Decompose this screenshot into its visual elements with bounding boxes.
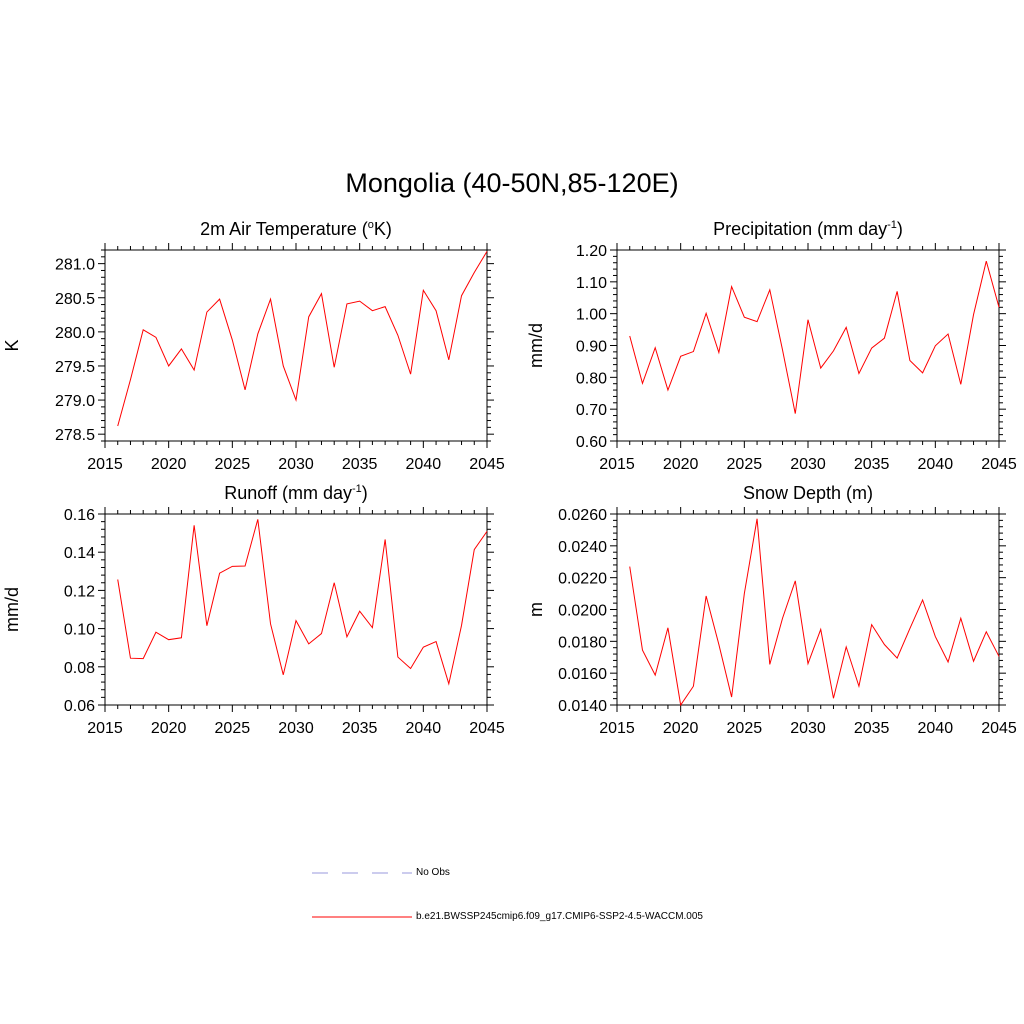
x-tick-label: 2040 <box>406 456 442 473</box>
y-tick-label: 0.0180 <box>558 634 607 651</box>
x-tick-label: 2015 <box>87 720 123 737</box>
series-line <box>629 261 1000 414</box>
panel-title-text: Snow Depth (m) <box>742 483 874 503</box>
y-tick-label: 1.00 <box>576 307 607 324</box>
x-tick-label: 2025 <box>215 456 251 473</box>
figure-title: Mongolia (40-50N,85-120E) <box>345 168 679 198</box>
x-tick-label: 2045 <box>981 720 1017 737</box>
panel-title-end: K) <box>373 219 392 239</box>
x-tick-label: 2035 <box>854 456 890 473</box>
y-axis-label: mm/d <box>526 323 546 368</box>
y-tick-label: 0.16 <box>64 507 95 524</box>
y-tick-label: 280.0 <box>55 325 95 342</box>
chart-temperature: 2015 2020 2025 2030 2035 2040 2045 278.5 279.0 27… <box>2 243 505 473</box>
x-tick-label: 2020 <box>151 456 187 473</box>
y-tick-label: 0.0220 <box>558 571 607 588</box>
y-tick-label: 278.5 <box>55 427 95 444</box>
chart-precipitation: 2015 2020 2025 2030 2035 2040 2045 0.60 0.70 0.80… <box>526 243 1017 473</box>
x-tick-label: 2035 <box>342 720 378 737</box>
y-tick-label: 281.0 <box>55 257 95 274</box>
x-tick-label: 2015 <box>599 456 635 473</box>
panel-title-snow-depth: Snow Depth (m) <box>617 483 999 504</box>
y-tick-label: 0.10 <box>64 622 95 639</box>
x-tick-label: 2045 <box>469 456 505 473</box>
x-tick-label: 2035 <box>342 456 378 473</box>
x-tick-label: 2015 <box>599 720 635 737</box>
x-tick-label: 2030 <box>790 456 826 473</box>
x-tick-label: 2035 <box>854 720 890 737</box>
x-tick-label: 2020 <box>151 720 187 737</box>
y-tick-label: 0.14 <box>64 545 95 562</box>
panel-title-precipitation: Precipitation (mm day-1) <box>617 219 999 240</box>
y-tick-label: 1.10 <box>576 275 607 292</box>
y-tick-label: 0.06 <box>64 698 95 715</box>
x-tick-label: 2040 <box>918 456 954 473</box>
panel-title-sup: o <box>367 219 374 231</box>
panel-title-temperature: 2m Air Temperature (oK) <box>105 219 487 240</box>
legend-no-obs-label: No Obs <box>416 867 450 878</box>
y-tick-label: 1.20 <box>576 243 607 260</box>
series-line <box>629 518 1000 707</box>
panel-title-text: Runoff (mm day <box>224 483 352 503</box>
y-tick-label: 0.0160 <box>558 666 607 683</box>
x-tick-label: 2025 <box>727 720 763 737</box>
y-tick-label: 0.0240 <box>558 539 607 556</box>
panel-title-end: ) <box>361 483 368 503</box>
legend-series-label: b.e21.BWSSP245cmip6.f09_g17.CMIP6-SSP2-4… <box>416 911 703 922</box>
x-tick-label: 2025 <box>727 456 763 473</box>
panel-title-sup: -1 <box>351 483 362 495</box>
x-tick-label: 2040 <box>406 720 442 737</box>
chart-snow-depth: 2015 2020 2025 2030 2035 2040 2045 0.0140 0.0160… <box>526 507 1017 737</box>
x-tick-label: 2030 <box>790 720 826 737</box>
y-tick-label: 0.0260 <box>558 507 607 524</box>
x-tick-label: 2030 <box>278 456 314 473</box>
panel-title-end: ) <box>896 219 903 239</box>
y-tick-label: 0.60 <box>576 434 607 451</box>
x-tick-label: 2015 <box>87 456 123 473</box>
y-tick-label: 0.0200 <box>558 603 607 620</box>
y-tick-label: 0.90 <box>576 339 607 356</box>
x-tick-label: 2025 <box>215 720 251 737</box>
y-tick-label: 0.0140 <box>558 698 607 715</box>
x-tick-label: 2040 <box>918 720 954 737</box>
x-tick-label: 2045 <box>981 456 1017 473</box>
panel-title-sup: -1 <box>887 219 897 231</box>
x-tick-label: 2030 <box>278 720 314 737</box>
y-tick-label: 0.12 <box>64 583 95 600</box>
y-tick-label: 0.70 <box>576 402 607 419</box>
series-line <box>117 251 488 427</box>
panel-title-text: Precipitation (mm day <box>713 219 888 239</box>
x-tick-label: 2045 <box>469 720 505 737</box>
y-tick-label: 279.5 <box>55 359 95 376</box>
y-axis-label: K <box>2 339 22 351</box>
x-tick-label: 2020 <box>663 456 699 473</box>
chart-runoff: 2015 2020 2025 2030 2035 2040 2045 0.06 0.08 0.10… <box>2 507 505 737</box>
series-line <box>117 519 488 686</box>
panel-title-text: 2m Air Temperature ( <box>200 219 368 239</box>
y-tick-label: 0.80 <box>576 370 607 387</box>
y-axis-label: m <box>526 602 546 617</box>
panel-title-runoff: Runoff (mm day-1) <box>105 483 487 504</box>
x-tick-label: 2020 <box>663 720 699 737</box>
y-tick-label: 0.08 <box>64 660 95 677</box>
y-tick-label: 279.0 <box>55 393 95 410</box>
y-axis-label: mm/d <box>2 587 22 632</box>
y-tick-label: 280.5 <box>55 291 95 308</box>
